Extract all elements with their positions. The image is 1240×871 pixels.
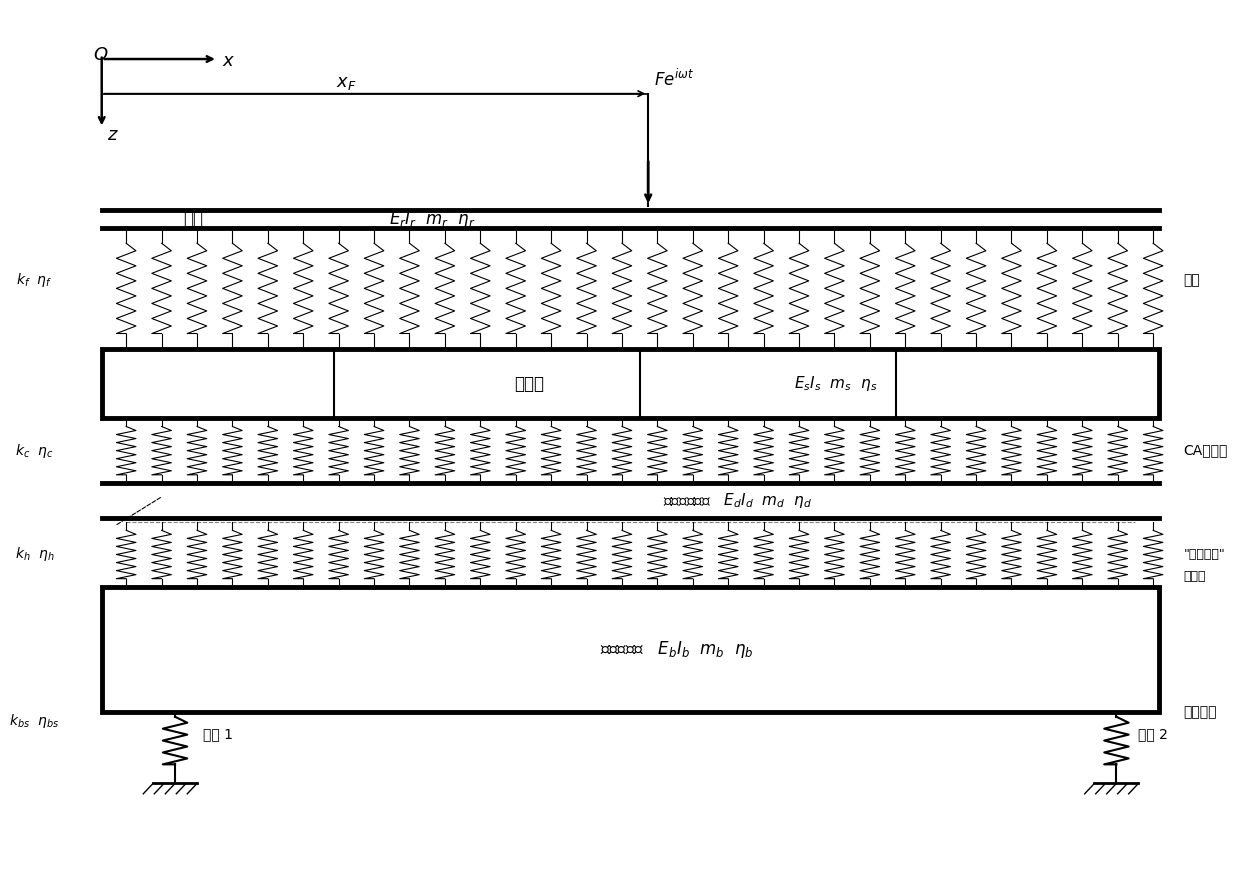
Text: 支座 1: 支座 1 — [203, 727, 233, 741]
Text: $k_{bs}$  $\eta_{bs}$: $k_{bs}$ $\eta_{bs}$ — [10, 712, 60, 730]
Text: $k_h$  $\eta_h$: $k_h$ $\eta_h$ — [15, 545, 55, 564]
FancyBboxPatch shape — [102, 349, 1159, 418]
Text: "两布一膜": "两布一膜" — [1184, 548, 1225, 561]
Text: $Fe^{i\omega t}$: $Fe^{i\omega t}$ — [655, 68, 694, 90]
Text: $k_f$  $\eta_f$: $k_f$ $\eta_f$ — [16, 271, 52, 288]
Text: $E_rI_r$  $m_r$  $\eta_r$: $E_rI_r$ $m_r$ $\eta_r$ — [388, 209, 475, 230]
Text: $E_sI_s$  $m_s$  $\eta_s$: $E_sI_s$ $m_s$ $\eta_s$ — [794, 374, 877, 393]
Text: $z$: $z$ — [107, 125, 119, 144]
Text: 支座 2: 支座 2 — [1138, 727, 1168, 741]
Text: 混凝土底座板   $E_dI_d$  $m_d$  $\eta_d$: 混凝土底座板 $E_dI_d$ $m_d$ $\eta_d$ — [663, 491, 812, 510]
Text: 桥梁支座: 桥梁支座 — [1184, 706, 1218, 719]
Text: 钉轨: 钉轨 — [184, 210, 203, 228]
Text: CA砂浆层: CA砂浆层 — [1184, 443, 1228, 457]
Text: 混凝土笥梁   $E_bI_b$  $m_b$  $\eta_b$: 混凝土笥梁 $E_bI_b$ $m_b$ $\eta_b$ — [600, 639, 753, 660]
Text: 轨道板: 轨道板 — [515, 375, 544, 393]
Text: 扣件: 扣件 — [1184, 273, 1200, 287]
Text: $k_c$  $\eta_c$: $k_c$ $\eta_c$ — [15, 442, 53, 460]
Text: $O$: $O$ — [93, 45, 109, 64]
FancyBboxPatch shape — [102, 587, 1159, 712]
Text: $x_F$: $x_F$ — [336, 74, 356, 91]
Text: $x$: $x$ — [222, 51, 234, 70]
Text: 滑动层: 滑动层 — [1184, 570, 1207, 583]
